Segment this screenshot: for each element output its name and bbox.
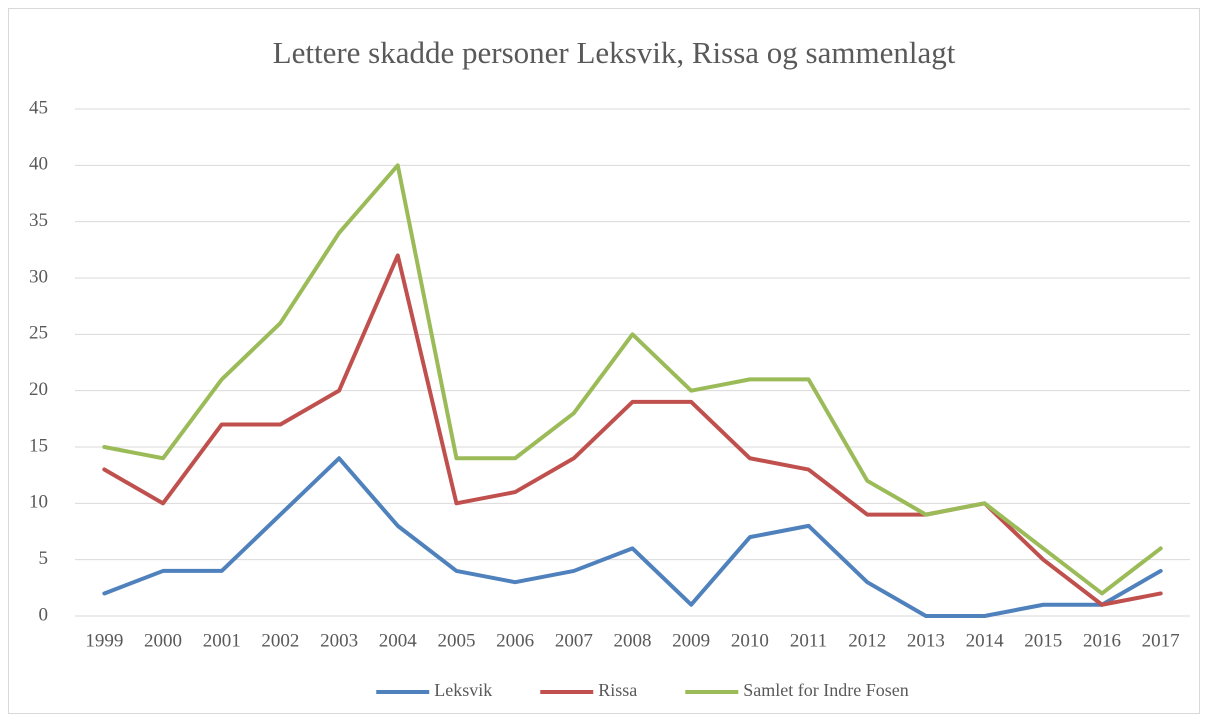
x-tick-label: 2003 (320, 630, 358, 651)
data-line (102, 456, 1163, 618)
chart-title: Lettere skadde personer Leksvik, Rissa o… (273, 35, 956, 70)
y-tick-label: 15 (29, 435, 48, 456)
x-tick-label: 2014 (966, 630, 1005, 651)
legend-label: Rissa (598, 680, 637, 700)
legend-label: Leksvik (434, 680, 492, 700)
x-tick-label: 2006 (496, 630, 534, 651)
x-tick-label: 2016 (1083, 630, 1121, 651)
x-tick-label: 2001 (203, 630, 241, 651)
x-tick-label: 2011 (790, 630, 827, 651)
y-tick-label: 45 (29, 97, 48, 118)
x-tick-label: 2017 (1142, 630, 1180, 651)
x-tick-label: 2005 (437, 630, 475, 651)
x-tick-label: 2015 (1024, 630, 1062, 651)
y-tick-label: 5 (39, 548, 49, 569)
x-tick-label: 2007 (555, 630, 593, 651)
x-tick-label: 2008 (614, 630, 652, 651)
x-tick-label: 2013 (907, 630, 945, 651)
y-tick-label: 30 (29, 266, 48, 287)
data-line (102, 163, 1163, 596)
x-tick-label: 2012 (848, 630, 886, 651)
legend-label: Samlet for Indre Fosen (743, 680, 908, 700)
y-tick-label: 20 (29, 379, 48, 400)
x-tick-label: 2002 (261, 630, 299, 651)
x-tick-label: 1999 (85, 630, 123, 651)
y-tick-label: 25 (29, 323, 48, 344)
x-tick-label: 2004 (379, 630, 418, 651)
x-tick-label: 2009 (672, 630, 710, 651)
chart-border (8, 8, 1200, 714)
y-tick-label: 35 (29, 210, 48, 231)
y-tick-label: 40 (29, 154, 48, 175)
x-tick-label: 2000 (144, 630, 182, 651)
x-tick-label: 2010 (731, 630, 769, 651)
y-tick-label: 10 (29, 492, 48, 513)
y-tick-label: 0 (39, 604, 49, 625)
